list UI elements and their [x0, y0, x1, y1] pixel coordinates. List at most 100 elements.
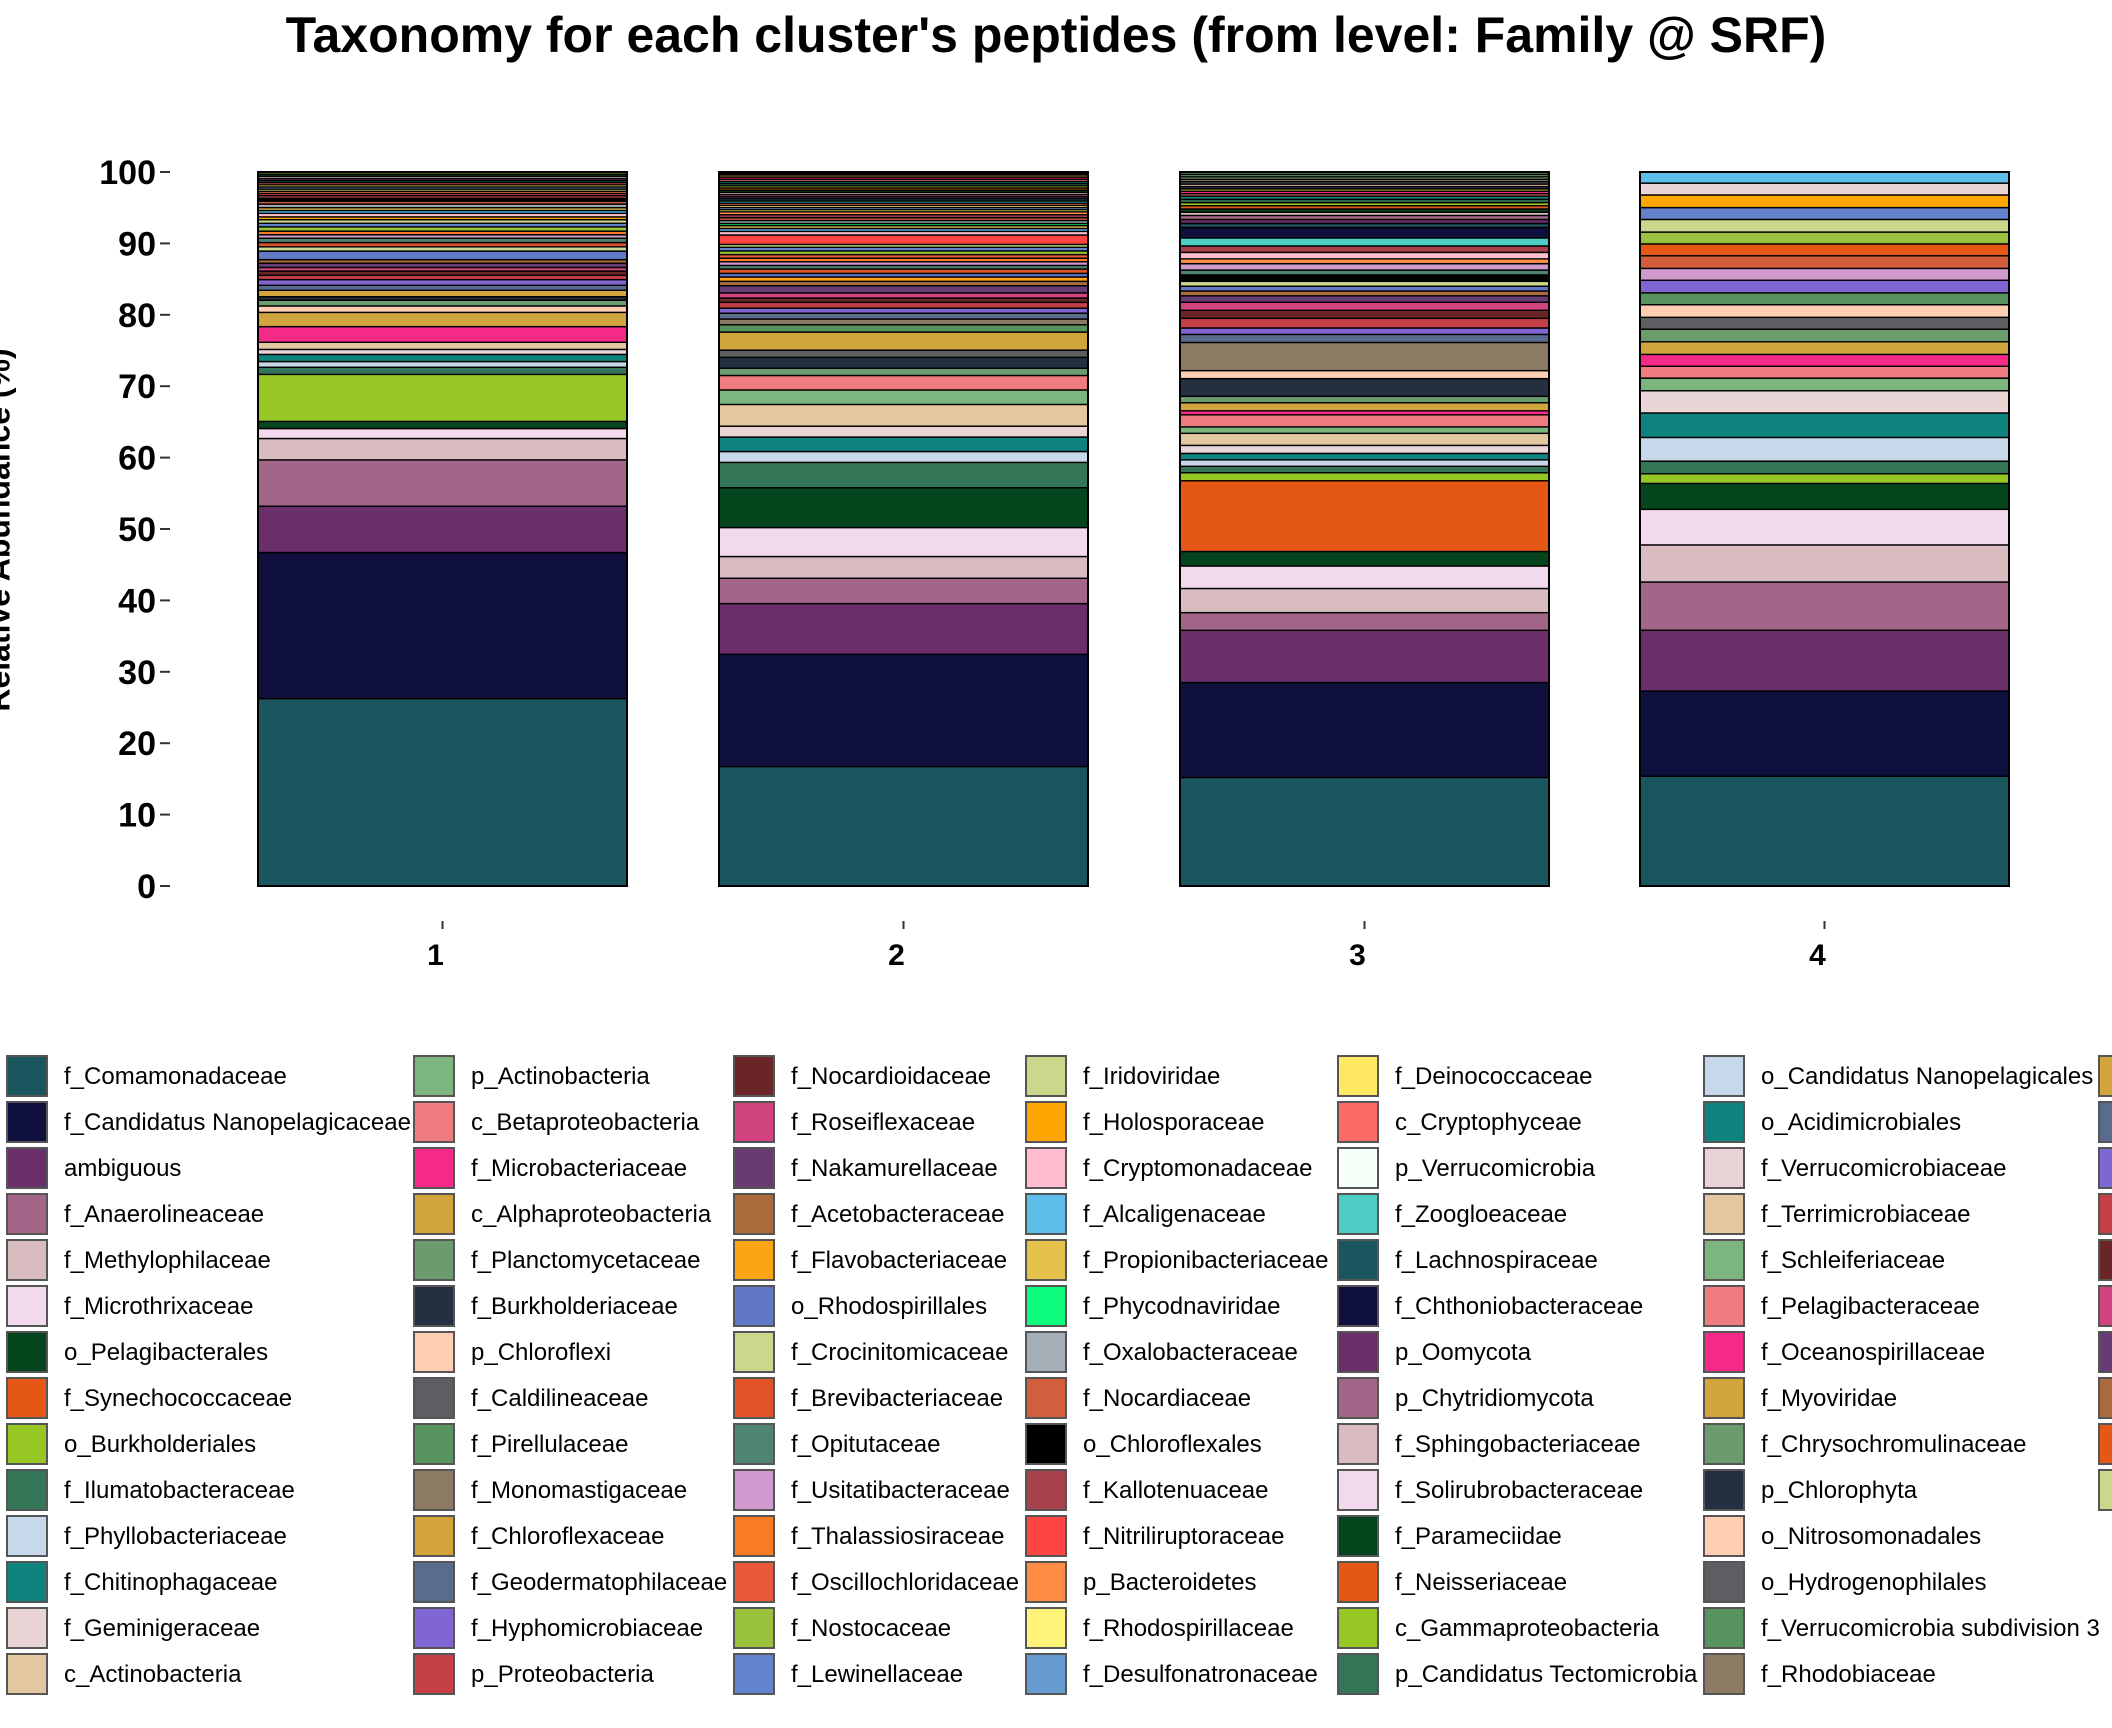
legend-swatch — [1025, 1193, 1067, 1235]
legend-swatch — [1025, 1147, 1067, 1189]
legend-label: f_Neisseriaceae — [1395, 1569, 1568, 1596]
y-tick-label: 0 — [137, 868, 156, 906]
legend-label: f_Pelagibacteraceae — [1761, 1293, 1980, 1320]
bar-segment — [1179, 426, 1550, 435]
bar-segment — [1179, 611, 1550, 632]
legend-swatch — [413, 1515, 455, 1557]
bar-segment — [1639, 218, 2010, 233]
legend-swatch — [1025, 1331, 1067, 1373]
legend-swatch — [6, 1469, 48, 1511]
legend-swatch — [1703, 1607, 1745, 1649]
bar-segment — [257, 366, 628, 376]
bar-segment — [718, 389, 1089, 406]
legend-swatch — [413, 1377, 455, 1419]
legend-swatch — [733, 1515, 775, 1557]
legend-swatch — [1703, 1653, 1745, 1695]
legend-label: p_Chloroflexi — [471, 1339, 612, 1366]
legend-label: f_Opitutaceae — [791, 1431, 941, 1458]
legend-label: f_Chthoniobacteraceae — [1395, 1293, 1644, 1320]
legend-label: f_Nocardiaceae — [1083, 1385, 1252, 1412]
bar-1 — [257, 171, 628, 887]
legend-label: f_Anaerolineaceae — [64, 1201, 265, 1228]
legend-swatch — [6, 1561, 48, 1603]
legend-swatch — [413, 1331, 455, 1373]
bar-segment — [1179, 301, 1550, 311]
bar-segment — [1179, 274, 1550, 283]
bar-segment — [1179, 369, 1550, 380]
bar-segment — [1639, 194, 2010, 209]
legend-swatch — [1025, 1055, 1067, 1097]
legend-swatch — [1703, 1101, 1745, 1143]
bar-segment — [257, 250, 628, 261]
bar-segment — [1179, 290, 1550, 297]
bar-segment — [1179, 262, 1550, 271]
y-tick-label: 80 — [118, 297, 156, 335]
legend-swatch — [413, 1285, 455, 1327]
legend-label: f_Burkholderiaceae — [471, 1293, 678, 1320]
bar-segment — [718, 349, 1089, 359]
x-tick-label: 1 — [427, 939, 444, 972]
legend-swatch — [6, 1377, 48, 1419]
legend-swatch — [1703, 1331, 1745, 1373]
legend-label: f_Synechococcaceae — [64, 1385, 293, 1412]
bar-segment — [1639, 267, 2010, 281]
bar-segment — [1179, 459, 1550, 467]
legend-swatch — [413, 1561, 455, 1603]
legend-swatch — [1337, 1101, 1379, 1143]
legend-label: f_Thalassiosiraceae — [791, 1523, 1005, 1550]
bar-segment — [718, 324, 1089, 333]
x-tick-label: 4 — [1809, 939, 1826, 972]
bar-segment — [1179, 414, 1550, 428]
legend-label: o_Pelagibacterales — [64, 1339, 269, 1366]
x-tick-label: 2 — [888, 939, 905, 972]
legend-swatch — [2098, 1469, 2112, 1511]
legend-label: o_Burkholderiales — [64, 1431, 257, 1458]
bar-segment — [718, 292, 1089, 299]
bar-segment — [257, 459, 628, 507]
bar-segment — [257, 278, 628, 286]
legend-swatch — [413, 1423, 455, 1465]
legend-swatch — [1703, 1515, 1745, 1557]
legend-label: f_Phyllobacteriaceae — [64, 1523, 287, 1550]
bar-segment — [1639, 255, 2010, 270]
bar-segment — [718, 331, 1089, 351]
legend-swatch — [1337, 1193, 1379, 1235]
legend-label: f_Lachnospiraceae — [1395, 1247, 1598, 1274]
legend-swatch — [733, 1377, 775, 1419]
legend-swatch — [6, 1515, 48, 1557]
legend-swatch — [733, 1239, 775, 1281]
legend-swatch — [733, 1423, 775, 1465]
bar-segment — [257, 311, 628, 328]
bar-segment — [718, 312, 1089, 320]
bar-segment — [257, 353, 628, 363]
bar-segment — [257, 360, 628, 368]
legend-swatch — [2098, 1101, 2112, 1143]
bar-segment — [1179, 444, 1550, 455]
legend-label: p_Chytridiomycota — [1395, 1385, 1594, 1412]
legend-swatch — [1703, 1285, 1745, 1327]
y-tick-label: 60 — [118, 440, 156, 478]
bar-segment — [1639, 629, 2010, 692]
bar-segment — [1179, 317, 1550, 329]
legend-swatch — [733, 1101, 775, 1143]
bar-segment — [1179, 269, 1550, 276]
legend-label: f_Methylophilaceae — [64, 1247, 271, 1274]
legend-label: f_Propionibacteriaceae — [1083, 1247, 1329, 1274]
legend-swatch — [2098, 1331, 2112, 1373]
bar-segment — [257, 305, 628, 314]
legend-swatch — [733, 1561, 775, 1603]
legend-label: o_Rhodospirillales — [791, 1293, 988, 1320]
legend-swatch — [1025, 1607, 1067, 1649]
legend-label: p_Candidatus Tectomicrobia — [1395, 1661, 1698, 1688]
legend-label: o_Acidimicrobiales — [1761, 1109, 1962, 1136]
bar-segment — [1179, 395, 1550, 404]
legend-swatch — [2098, 1285, 2112, 1327]
legend-swatch — [2098, 1193, 2112, 1235]
legend-label: f_Iridoviridae — [1083, 1063, 1221, 1090]
bar-segment — [1639, 460, 2010, 475]
bar-segment — [1179, 629, 1550, 684]
bar-segment — [257, 373, 628, 423]
legend-swatch — [733, 1285, 775, 1327]
legend-swatch — [1025, 1653, 1067, 1695]
bar-segment — [1179, 480, 1550, 553]
